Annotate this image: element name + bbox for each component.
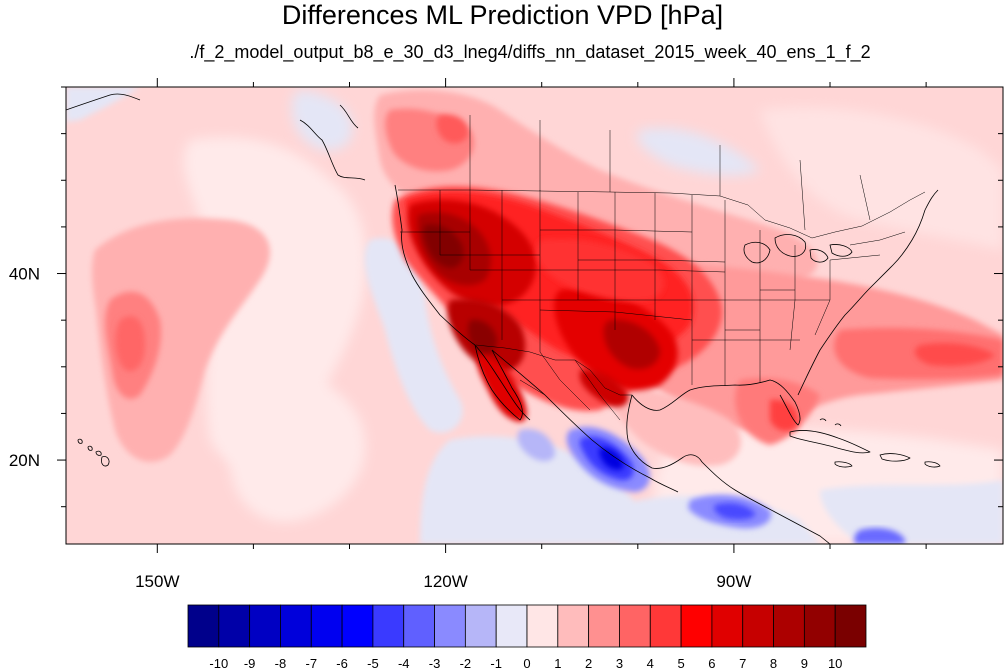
lat-label: 20N xyxy=(9,451,40,470)
colorbar-label: -9 xyxy=(244,656,256,671)
colorbar-swatch xyxy=(803,604,836,648)
colorbar-label: 7 xyxy=(739,656,746,671)
colorbar-label: -2 xyxy=(460,656,472,671)
colorbar-label: 0 xyxy=(523,656,530,671)
colorbar-swatch xyxy=(557,604,590,648)
colorbar-swatch xyxy=(218,604,251,648)
lat-label: 40N xyxy=(9,265,40,284)
colorbar-swatch xyxy=(526,604,559,648)
colorbar-label: 3 xyxy=(616,656,623,671)
colorbar-labels: -10 -9 -8 -7 -6 -5 -4 -3 -2 -1 0 1 2 3 4 5 6 7 8 9 10 xyxy=(209,656,842,671)
colorbar-label: -1 xyxy=(490,656,502,671)
colorbar-swatch xyxy=(341,604,374,648)
colorbar-swatch xyxy=(434,604,466,648)
colorbar-swatch xyxy=(310,604,343,648)
colorbar-label: -4 xyxy=(398,656,410,671)
colorbar-swatch xyxy=(619,604,651,648)
colorbar-swatch xyxy=(403,604,435,648)
coastlines xyxy=(66,93,941,544)
colorbar-swatch xyxy=(834,604,867,648)
colorbar-swatch xyxy=(495,604,528,648)
latitude-labels: 20N 40N xyxy=(9,265,40,471)
colorbar-label: -5 xyxy=(367,656,379,671)
colorbar-label: -7 xyxy=(305,656,317,671)
colorbar-swatch xyxy=(711,604,744,648)
colorbar-swatch xyxy=(773,604,805,648)
colorbar-label: -6 xyxy=(336,656,348,671)
colorbar-swatch xyxy=(588,604,620,648)
colorbar-label: 10 xyxy=(828,656,842,671)
colorbar-swatch xyxy=(249,604,281,648)
colorbar-label: -10 xyxy=(209,656,228,671)
longitude-labels: 150W 120W 90W xyxy=(135,572,751,591)
map-subtitle: ./f_2_model_output_b8_e_30_d3_lneg4/diff… xyxy=(189,42,871,62)
colorbar-swatch xyxy=(372,604,405,648)
colorbar xyxy=(187,604,867,648)
colorbar-label: 4 xyxy=(647,656,654,671)
colorbar-swatch xyxy=(280,604,312,648)
contour-fill xyxy=(66,87,1003,544)
map-frame xyxy=(65,86,1004,545)
lon-label: 150W xyxy=(135,572,179,591)
lon-label: 90W xyxy=(716,572,751,591)
map-title: Differences ML Prediction VPD [hPa] xyxy=(281,0,724,30)
axis-ticks xyxy=(57,78,1003,553)
colorbar-label: -8 xyxy=(275,656,287,671)
colorbar-label: 9 xyxy=(801,656,808,671)
colorbar-label: 8 xyxy=(770,656,777,671)
colorbar-label: -3 xyxy=(429,656,441,671)
colorbar-label: 5 xyxy=(677,656,684,671)
political-borders xyxy=(398,115,926,421)
colorbar-swatch xyxy=(464,604,497,648)
colorbar-swatch xyxy=(649,604,682,648)
colorbar-label: 6 xyxy=(708,656,715,671)
colorbar-label: 2 xyxy=(585,656,592,671)
colorbar-swatch xyxy=(742,604,774,648)
colorbar-label: 1 xyxy=(554,656,561,671)
lon-label: 120W xyxy=(423,572,467,591)
map-plot-area xyxy=(66,87,1003,544)
colorbar-swatch xyxy=(187,604,220,648)
colorbar-swatch xyxy=(680,604,713,648)
